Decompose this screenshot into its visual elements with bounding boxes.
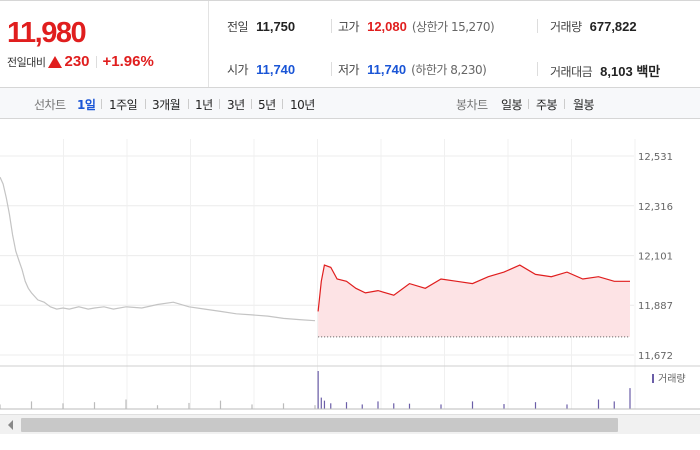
stat-divider [537,62,538,76]
stat-open: 시가 11,740 [227,62,296,77]
y-tick-label: 11,672 [638,351,673,362]
period-weekly-candle[interactable]: 주봉 [536,98,558,112]
stat-divider [331,62,332,76]
toolbar-divider [528,99,529,109]
toolbar-divider [188,99,189,109]
chart-toolbar: 선차트 1일 1주일 3개월 1년 3년 5년 10년 봉차트 일봉 주봉 월봉 [0,88,700,119]
chart-scrollbar[interactable] [0,414,700,434]
toolbar-divider [251,99,252,109]
change-amount: 230 [64,53,90,70]
change-percent: +1.96% [102,53,154,70]
volume-bar [471,401,474,409]
up-triangle-icon [48,55,63,68]
price-chart: 12,531 12,316 12,101 11,887 11,672 거래량 [0,139,700,410]
volume-bar [314,405,316,409]
scrollbar-thumb[interactable] [21,418,618,432]
change-divider [95,55,97,68]
y-tick-label: 11,887 [638,301,673,312]
period-1y[interactable]: 1년 [195,98,213,112]
chart-grid [0,139,636,409]
volume-legend-swatch [652,374,654,383]
volume-bar [503,404,505,409]
volume-bar [188,402,190,409]
y-tick-label: 12,101 [638,252,673,263]
today-price-line [317,264,630,312]
volume-bar [345,402,348,409]
volume-bar [440,404,442,409]
volume-bar [323,400,326,409]
toolbar-divider [101,99,102,109]
volume-bar [408,403,411,409]
price-change: 전일대비 230 +1.96% [7,53,154,70]
scroll-left-icon[interactable] [8,420,13,430]
toolbar-divider [564,99,565,109]
toolbar-divider [282,99,283,109]
volume-bar [282,403,285,409]
volume-bar [30,401,33,409]
volume-bar [361,404,363,409]
candle-chart-label: 봉차트 [456,98,488,112]
period-daily-candle[interactable]: 일봉 [501,98,523,112]
volume-bar [219,400,222,409]
stat-high: 고가 12,080 (상한가 15,270) [338,19,495,34]
stat-prev-close: 전일 11,750 [227,19,296,34]
stat-divider [537,19,538,33]
stat-trade-value: 거래대금 8,103 백만 [550,64,661,79]
period-10y[interactable]: 10년 [290,98,315,112]
quote-header: 11,980 전일대비 230 +1.96% 전일 11,750 고가 12,0… [0,0,700,88]
volume-bar [93,402,96,409]
current-price: 11,980 [7,17,87,49]
period-5y[interactable]: 5년 [258,98,276,112]
volume-bar [534,402,537,409]
toolbar-divider [219,99,220,109]
volume-bar [597,399,600,409]
y-tick-label: 12,316 [638,202,673,213]
volume-bar [125,399,127,409]
volume-bar [156,405,159,409]
stat-low: 저가 11,740 (하한가 8,230) [338,62,487,77]
period-monthly-candle[interactable]: 월봉 [573,98,595,112]
volume-legend: 거래량 [658,373,686,385]
volume-bar [0,404,1,409]
volume-bar [330,403,332,409]
y-tick-label: 12,531 [638,152,673,163]
volume-bar [566,404,568,409]
volume-bar [629,388,631,409]
stat-divider [331,19,332,33]
line-chart-label: 선차트 [34,98,66,112]
change-label: 전일대비 [7,55,46,69]
stat-volume: 거래량 677,822 [550,19,637,34]
period-1d[interactable]: 1일 [77,98,96,112]
period-1w[interactable]: 1주일 [109,98,138,112]
volume-bar [613,401,615,409]
volume-bar [393,403,395,409]
volume-bar [317,371,319,409]
period-3m[interactable]: 3개월 [152,98,181,112]
volume-bars [0,371,631,409]
today-price-fill [318,265,630,337]
toolbar-divider [145,99,146,109]
past-price-line [0,176,316,322]
volume-bar [377,401,379,409]
period-3y[interactable]: 3년 [227,98,245,112]
volume-bar [62,403,64,409]
volume-bar [251,404,253,409]
volume-bar [320,397,322,409]
y-axis-ticks: 12,531 12,316 12,101 11,887 11,672 [638,152,673,362]
current-price-box: 11,980 전일대비 230 +1.96% [0,1,209,87]
